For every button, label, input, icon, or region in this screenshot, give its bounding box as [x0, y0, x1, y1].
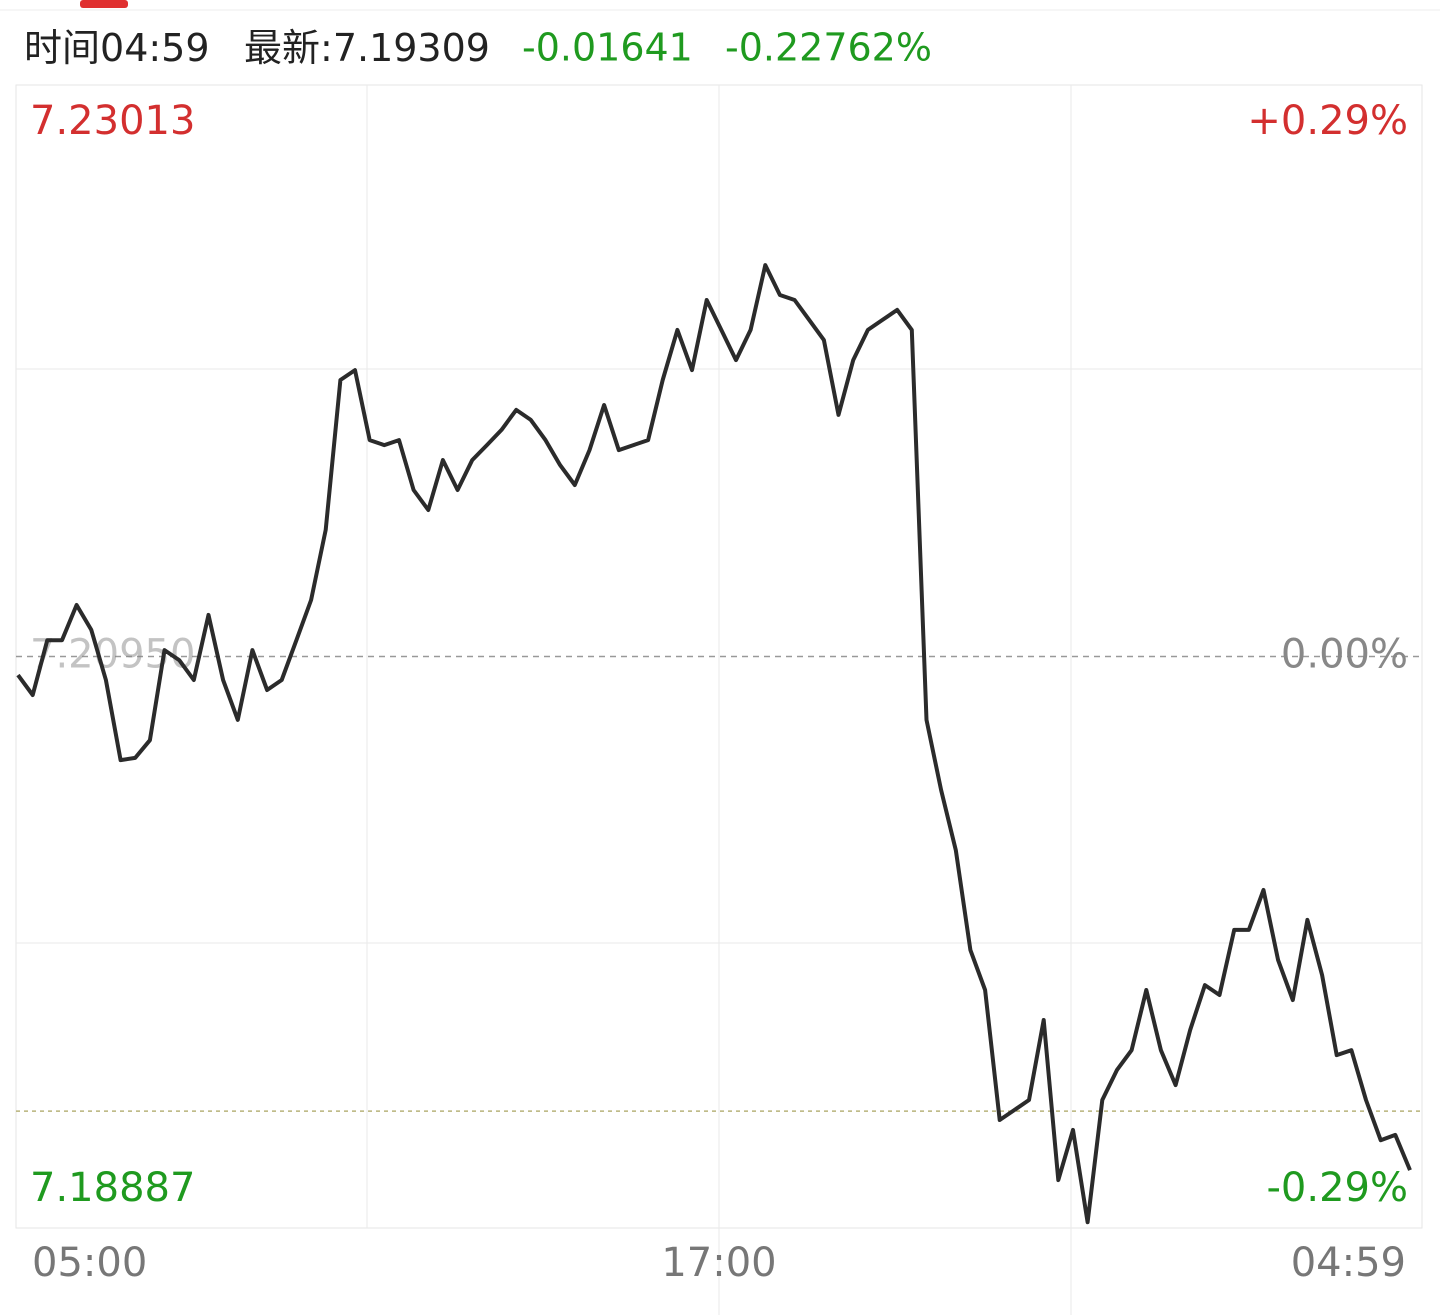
y-tick-label: 7.23013 [30, 98, 195, 144]
header-time: 时间04:59 [24, 26, 210, 70]
y-tick-label: 7.18887 [30, 1165, 195, 1211]
y2-tick-label: 0.00% [1281, 632, 1408, 678]
time-value: 04:59 [100, 26, 210, 70]
y2-tick-label: +0.29% [1247, 98, 1408, 144]
time-label: 时间 [24, 26, 100, 70]
tab-indicator [80, 0, 128, 8]
header-latest: 最新:7.19309 [244, 26, 490, 70]
latest-value: 7.19309 [333, 26, 490, 70]
price-line [16, 263, 1412, 1225]
latest-label: 最新: [244, 26, 333, 70]
y2-tick-label: -0.29% [1266, 1165, 1408, 1211]
x-tick-label: 17:00 [661, 1240, 776, 1286]
header-change: -0.01641 [522, 26, 693, 70]
header-change-pct: -0.22762% [725, 26, 932, 70]
x-tick-label: 04:59 [1291, 1240, 1406, 1286]
x-tick-label: 05:00 [32, 1240, 147, 1286]
grid [16, 85, 1422, 1315]
